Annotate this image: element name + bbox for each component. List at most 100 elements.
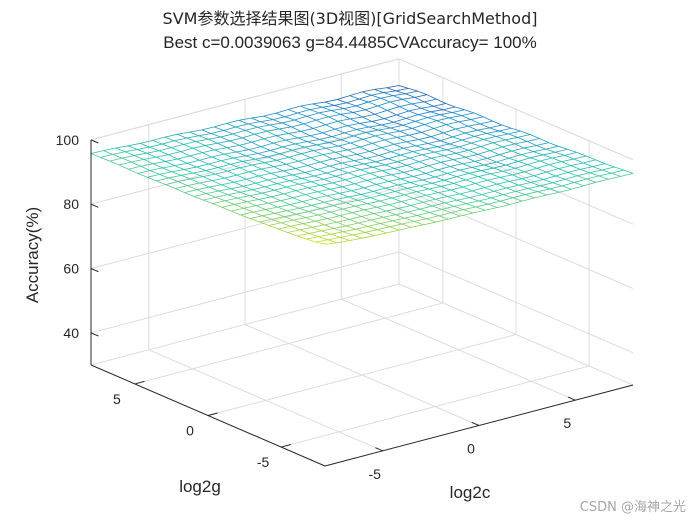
mesh-segment: [304, 172, 315, 177]
mesh-segment: [331, 132, 345, 137]
mesh-segment: [295, 190, 306, 195]
mesh-segment: [424, 98, 437, 103]
mesh-segment: [412, 128, 422, 133]
mesh-segment: [215, 196, 226, 202]
mesh-segment: [280, 197, 294, 202]
x-tick-label: -5: [369, 466, 382, 482]
mesh-segment: [413, 176, 423, 181]
mesh-segment: [192, 147, 203, 154]
mesh-segment: [292, 194, 306, 199]
mesh-segment: [385, 184, 399, 189]
mesh-segment: [312, 103, 323, 108]
mesh-segment: [277, 183, 287, 188]
mesh-segment: [233, 155, 246, 159]
mesh-segment: [320, 182, 333, 186]
mesh-segment: [355, 105, 366, 111]
mesh-segment: [140, 139, 153, 144]
mesh-segment: [367, 223, 381, 227]
mesh-segment: [285, 163, 296, 169]
mesh-segment: [127, 145, 138, 150]
mesh-segment: [239, 167, 250, 173]
mesh-segment: [521, 154, 531, 159]
mesh-segment: [306, 238, 316, 243]
mesh-segment: [305, 194, 315, 199]
mesh-segment: [492, 142, 503, 148]
mesh-segment: [341, 135, 354, 141]
mesh-segment: [237, 197, 247, 203]
floor-grid-y: [280, 365, 590, 448]
mesh-segment: [392, 220, 403, 225]
mesh-segment: [353, 132, 367, 137]
mesh-segment: [348, 169, 361, 174]
mesh-segment: [359, 122, 370, 128]
mesh-segment: [405, 90, 418, 95]
mesh-segment: [242, 161, 253, 166]
mesh-segment: [464, 109, 475, 114]
mesh-segment: [586, 178, 597, 183]
mesh-segment: [443, 152, 457, 156]
mesh-segment: [391, 171, 404, 176]
mesh-segment: [601, 166, 615, 171]
mesh-segment: [344, 129, 357, 134]
mesh-segment: [455, 128, 466, 134]
mesh-segment: [146, 150, 160, 154]
mesh-segment: [370, 194, 383, 199]
mesh-segment: [343, 108, 354, 113]
mesh-segment: [478, 176, 488, 181]
mesh-segment: [196, 189, 207, 194]
mesh-segment: [295, 187, 309, 191]
mesh-segment: [375, 132, 388, 137]
x-axis-label: log2c: [450, 483, 491, 502]
mesh-segment: [249, 192, 263, 197]
mesh-segment: [459, 166, 472, 171]
mesh-segment: [462, 163, 473, 168]
mesh-segment: [330, 208, 343, 213]
mesh-segment: [437, 143, 450, 148]
mesh-segment: [435, 196, 448, 200]
mesh-segment: [330, 233, 341, 238]
mesh-segment: [408, 107, 422, 112]
mesh-segment: [277, 206, 288, 212]
mesh-segment: [385, 161, 398, 166]
mesh-segment: [403, 145, 416, 149]
mesh-segment: [231, 207, 244, 212]
mesh-segment: [268, 222, 282, 226]
mesh-segment: [337, 240, 350, 244]
mesh-segment: [438, 212, 452, 217]
mesh-segment: [318, 211, 331, 216]
mesh-segment: [539, 160, 550, 166]
mesh-segment: [297, 109, 310, 114]
mesh-segment: [356, 153, 367, 159]
mesh-segment: [505, 164, 516, 169]
mesh-segment: [450, 186, 464, 191]
mesh-segment: [273, 142, 283, 148]
mesh-segment: [334, 125, 348, 130]
mesh-segment: [416, 188, 430, 193]
mesh-segment: [500, 197, 513, 202]
mesh-segment: [265, 209, 275, 214]
mesh-segment: [214, 149, 225, 155]
mesh-segment: [323, 199, 337, 203]
mesh-segment: [397, 161, 407, 166]
mesh-segment: [506, 187, 516, 192]
mesh-segment: [261, 166, 274, 170]
mesh-segment: [471, 167, 482, 171]
mesh-segment: [90, 150, 104, 154]
mesh-segment: [540, 185, 550, 190]
mesh-segment: [300, 103, 313, 107]
mesh-segment: [289, 178, 302, 182]
mesh-segment: [288, 153, 302, 158]
mesh-segment: [164, 133, 178, 138]
mesh-segment: [223, 151, 237, 155]
mesh-segment: [424, 124, 435, 129]
mesh-segment: [313, 124, 326, 129]
mesh-segment: [346, 225, 356, 230]
mesh-segment: [496, 183, 507, 189]
mesh-segment: [323, 175, 336, 180]
mesh-segment: [137, 170, 151, 174]
mesh-segment: [467, 125, 478, 131]
mesh-segment: [351, 212, 362, 217]
mesh-segment: [335, 175, 346, 181]
sidewall-grid-z: [398, 58, 634, 161]
mesh-segment: [435, 218, 449, 223]
